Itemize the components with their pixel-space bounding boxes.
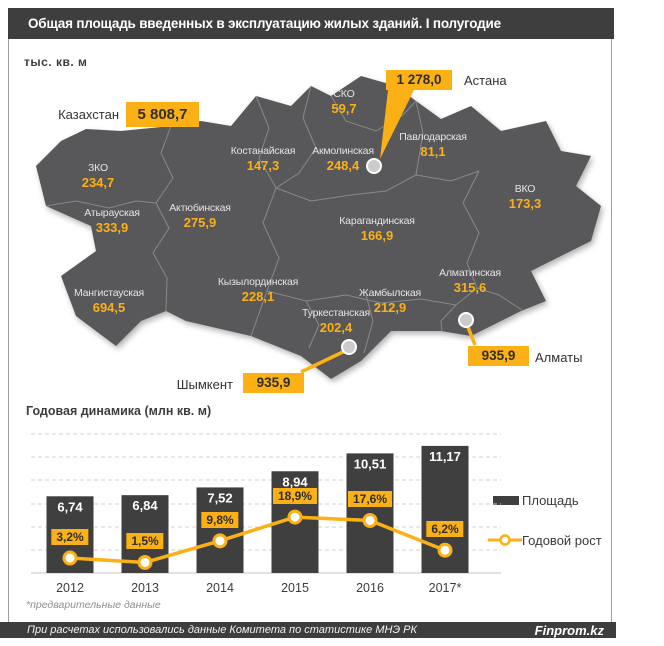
country-shape <box>36 76 601 379</box>
units-label: тыс. кв. м <box>24 55 88 69</box>
shymkent-value-badge: 935,9 <box>243 373 304 393</box>
line-marker <box>362 512 378 528</box>
bar-value-label: 7,52 <box>207 490 232 505</box>
bar-value-label: 6,84 <box>132 498 158 513</box>
x-axis-label: 2017* <box>428 581 462 595</box>
x-axis-label: 2016 <box>356 581 384 595</box>
legend-line-swatch <box>488 534 522 546</box>
almaty-value-badge: 935,9 <box>468 346 529 366</box>
kazakhstan-map <box>36 76 601 379</box>
bar <box>196 487 244 573</box>
bar-value-label: 10,51 <box>354 456 387 471</box>
astana-city-label: Астана <box>464 73 507 88</box>
footer-bar: При расчетах использовались данные Комит… <box>0 622 616 638</box>
brand-link[interactable]: Finprom.kz <box>534 622 604 638</box>
x-axis-label: 2013 <box>131 581 159 595</box>
bar-value-label: 6,74 <box>57 499 83 514</box>
line-marker <box>62 550 78 566</box>
x-axis-label: 2015 <box>281 581 309 595</box>
legend-bar-swatch <box>493 496 519 505</box>
country-value-badge: 5 808,7 <box>126 102 199 127</box>
page-title: Общая площадь введенных в эксплуатацию ж… <box>28 16 501 31</box>
astana-value-badge: 1 278,0 <box>386 70 452 90</box>
header-bar: Общая площадь введенных в эксплуатацию ж… <box>8 8 614 39</box>
source-note: При расчетах использовались данные Комит… <box>27 624 417 636</box>
x-axis-label: 2014 <box>206 581 234 595</box>
chart-title: Годовая динамика (млн кв. м) <box>26 404 212 418</box>
growth-line <box>69 515 446 565</box>
footnote: *предварительные данные <box>26 599 161 611</box>
x-axis-label: 2012 <box>56 581 84 595</box>
line-marker <box>212 533 228 549</box>
almaty-city-label: Алматы <box>535 350 583 365</box>
content-card: Общая площадь введенных в эксплуатацию ж… <box>0 8 616 638</box>
region-borders <box>45 85 523 354</box>
dynamics-chart: 6,74 6,84 7,52 8,94 10,51 11,17 <box>31 433 501 574</box>
line-marker <box>287 509 303 525</box>
legend-bars-label: Площадь <box>522 493 579 508</box>
shymkent-city-label: Шымкент <box>176 377 233 392</box>
country-label: Казахстан <box>58 107 119 122</box>
line-marker <box>137 554 153 570</box>
legend-line-label: Годовой рост <box>522 533 602 548</box>
line-marker <box>437 542 453 558</box>
bar-value-label: 8,94 <box>282 474 308 489</box>
bar-value-label: 11,17 <box>429 449 461 464</box>
